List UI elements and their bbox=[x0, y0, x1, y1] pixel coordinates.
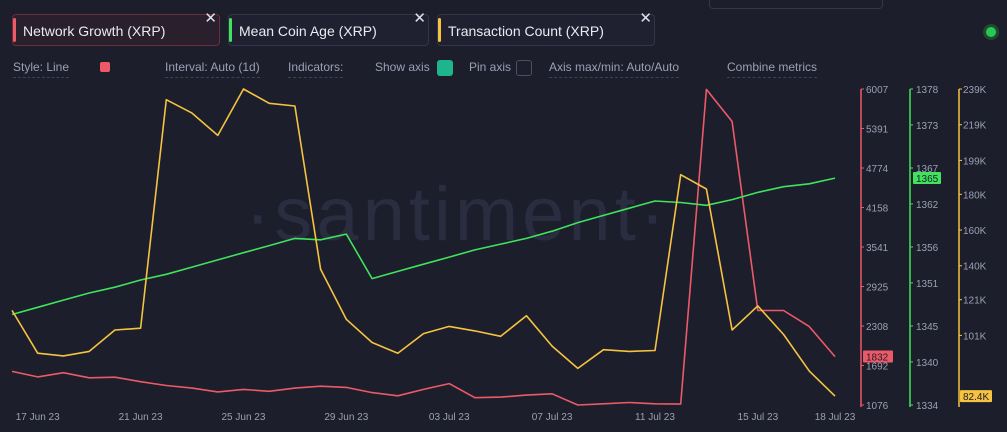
axis-tick-label: 160K bbox=[963, 226, 987, 237]
pin-axis-toggle[interactable] bbox=[516, 60, 532, 76]
pin-axis-label: Pin axis bbox=[469, 60, 512, 74]
axis-tick-label: 180K bbox=[963, 190, 987, 201]
watermark: ·santiment· bbox=[245, 172, 669, 257]
live-status-dot bbox=[986, 27, 996, 37]
x-tick-label: 18 Jul 23 bbox=[815, 412, 856, 423]
axis-tick-label: 1334 bbox=[916, 401, 939, 412]
value-badge-label: 1832 bbox=[866, 353, 889, 364]
color-bar bbox=[438, 18, 441, 42]
axis-tick-label: 4774 bbox=[866, 164, 889, 175]
x-tick-label: 15 Jul 23 bbox=[738, 412, 779, 423]
axis-tick-label: 121K bbox=[963, 296, 987, 307]
close-icon[interactable]: ✕ bbox=[413, 10, 426, 27]
axis-tick-label: 5391 bbox=[866, 124, 889, 135]
axis-tick-label: 1076 bbox=[866, 401, 889, 412]
close-icon[interactable]: ✕ bbox=[639, 10, 652, 27]
metric-label: Network Growth (XRP) bbox=[23, 23, 166, 39]
axis-tick-label: 101K bbox=[963, 331, 987, 342]
axis-tick-label: 1367 bbox=[916, 164, 939, 175]
color-bar bbox=[13, 18, 16, 42]
x-tick-label: 03 Jul 23 bbox=[429, 412, 470, 423]
axis-tick-label: 140K bbox=[963, 262, 987, 273]
metric-chip-transaction-count[interactable]: Transaction Count (XRP) ✕ bbox=[437, 10, 655, 46]
value-badge bbox=[960, 390, 992, 403]
indicators-selector[interactable]: Indicators: bbox=[288, 60, 344, 78]
axis-tick-label: 239K bbox=[963, 85, 987, 96]
chart-toolbar: Style: Line Interval: Auto (1d) Indicato… bbox=[0, 60, 1007, 78]
x-tick-label: 29 Jun 23 bbox=[324, 412, 368, 423]
axis-tick-label: 1345 bbox=[916, 322, 939, 333]
axis-layer: 6007 5391 4774 4158 3541 2925 2308 1692 1076 1832… bbox=[860, 85, 992, 412]
value-badge bbox=[913, 172, 941, 185]
top-dropdown-edge[interactable] bbox=[709, 0, 883, 9]
value-badge bbox=[863, 350, 893, 363]
x-axis: 17 Jun 23 21 Jun 23 25 Jun 23 29 Jun 23 03 J… bbox=[16, 412, 856, 423]
axis-tick-label: 1356 bbox=[916, 243, 939, 254]
value-badge-label: 1365 bbox=[916, 174, 939, 185]
series-line-2 bbox=[11, 88, 836, 397]
axis-tick-label: 1373 bbox=[916, 121, 939, 132]
axis-tick-label: 4158 bbox=[866, 203, 889, 214]
axis-tick-label: 2925 bbox=[866, 283, 889, 294]
metric-label: Mean Coin Age (XRP) bbox=[239, 23, 377, 39]
axis-tick-label: 1340 bbox=[916, 358, 939, 369]
axis-tick-label: 1351 bbox=[916, 279, 939, 290]
axis-tick-label: 219K bbox=[963, 121, 987, 132]
axis-tick-label: 1378 bbox=[916, 85, 939, 96]
series-line-0 bbox=[11, 88, 836, 406]
x-tick-label: 21 Jun 23 bbox=[119, 412, 163, 423]
axis-tick-label: 1692 bbox=[866, 362, 889, 373]
show-axis-label: Show axis bbox=[375, 60, 430, 74]
color-swatch[interactable] bbox=[100, 62, 110, 72]
axis-tick-label: 1362 bbox=[916, 200, 939, 211]
axis-tick-label: 6007 bbox=[866, 85, 889, 96]
axis-minmax-selector[interactable]: Axis max/min: Auto/Auto bbox=[549, 60, 680, 78]
value-badge-label: 82.4K bbox=[963, 392, 989, 403]
combine-metrics-button[interactable]: Combine metrics bbox=[727, 60, 818, 78]
x-tick-label: 07 Jul 23 bbox=[532, 412, 573, 423]
style-selector[interactable]: Style: Line bbox=[13, 60, 70, 78]
axis-tick-label: 199K bbox=[963, 156, 987, 167]
series-layer bbox=[11, 88, 836, 406]
axis-tick-label: 2308 bbox=[866, 322, 889, 333]
x-tick-label: 11 Jul 23 bbox=[635, 412, 675, 423]
metric-chip-mean-coin-age[interactable]: Mean Coin Age (XRP) ✕ bbox=[228, 10, 429, 46]
axis-tick-label: 3541 bbox=[866, 243, 889, 254]
metric-chip-network-growth[interactable]: Network Growth (XRP) ✕ bbox=[12, 10, 220, 46]
x-tick-label: 25 Jun 23 bbox=[222, 412, 266, 423]
color-bar bbox=[229, 18, 232, 42]
close-icon[interactable]: ✕ bbox=[204, 10, 217, 27]
interval-selector[interactable]: Interval: Auto (1d) bbox=[165, 60, 260, 78]
show-axis-toggle[interactable] bbox=[437, 60, 453, 76]
metric-label: Transaction Count (XRP) bbox=[448, 23, 604, 39]
x-tick-label: 17 Jun 23 bbox=[16, 412, 60, 423]
series-line-1 bbox=[11, 177, 836, 316]
